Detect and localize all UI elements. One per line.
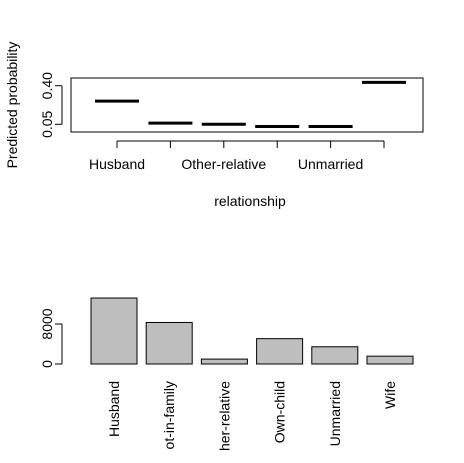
count-x-tick-label: ot-in-family (161, 381, 177, 449)
count-x-tick-label: Wife (382, 381, 398, 409)
x-axis-title: relationship (214, 193, 286, 209)
effect-plot-frame (70, 77, 424, 133)
count-y-tick-label: 8000 (39, 308, 55, 339)
count-bar (90, 297, 138, 365)
count-bar (366, 355, 414, 365)
count-bars (90, 297, 414, 365)
effect-x-tick-label: Husband (89, 156, 145, 172)
count-bar-panel: 0 8000 Husband ot-in-family her-relative Own… (39, 297, 414, 451)
effect-plot-panel: Predicted probability relationship 0.050… (4, 42, 424, 209)
y-axis-title: Predicted probability (4, 42, 20, 169)
effect-estimates (95, 80, 406, 128)
count-y-axis: 0 8000 (39, 308, 63, 368)
effect-x-axis: Husband Other-relative Unmarried (89, 140, 385, 172)
count-bar (145, 321, 193, 365)
count-bar (311, 346, 359, 365)
count-bar (256, 338, 304, 365)
effect-y-axis: 0.05 0.40 (39, 72, 63, 138)
effect-x-tick-label: Unmarried (298, 156, 363, 172)
count-x-tick-label: her-relative (216, 381, 232, 451)
effect-y-tick-label: 0.05 (39, 110, 55, 137)
effect-x-tick-label: Other-relative (181, 156, 266, 172)
count-x-tick-label: Own-child (272, 381, 288, 443)
count-x-tick-label: Unmarried (327, 381, 343, 446)
effect-y-tick-label: 0.40 (39, 72, 55, 99)
count-x-tick-label: Husband (106, 381, 122, 437)
count-bar (200, 358, 248, 365)
count-x-axis: Husband ot-in-family her-relative Own-child… (106, 381, 398, 451)
count-y-tick-label: 0 (39, 360, 55, 368)
